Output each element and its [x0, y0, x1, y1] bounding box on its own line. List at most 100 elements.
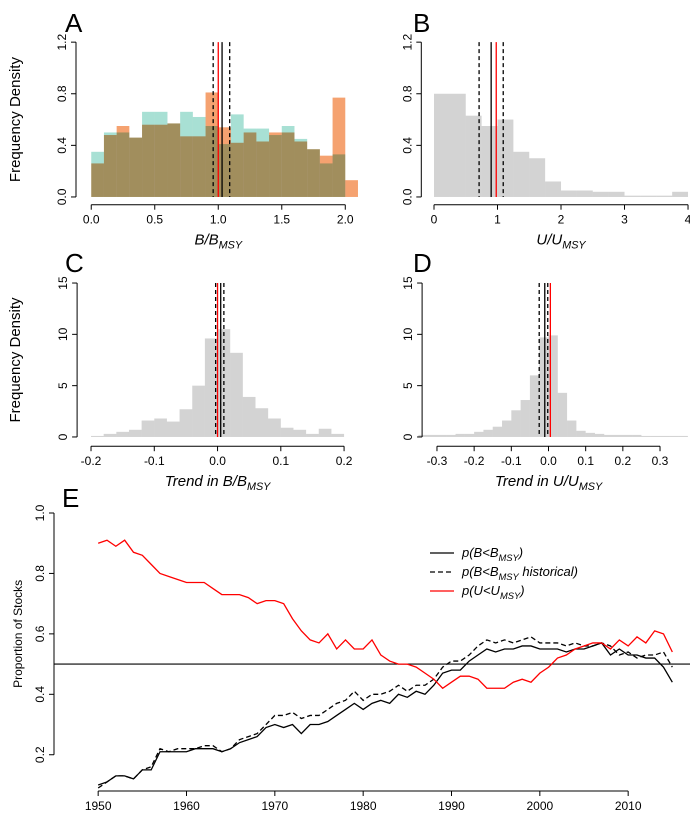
histogram-bar — [319, 155, 333, 197]
histogram-bar — [632, 434, 642, 437]
x-tick-label: 1960 — [173, 799, 200, 813]
x-tick-label: 2.0 — [337, 213, 354, 227]
histogram-bar — [557, 392, 568, 437]
histogram-bar — [116, 126, 130, 197]
panel-letter: E — [62, 483, 79, 513]
y-axis-title: Frequency Density — [7, 57, 24, 183]
x-tick-label: -0.2 — [81, 454, 102, 468]
subscript: MSY — [219, 240, 243, 252]
histogram-bar — [142, 124, 155, 197]
histogram-bar — [608, 191, 625, 197]
y-tick-label: 10 — [56, 327, 70, 341]
x-tick-label: 0.1 — [272, 454, 289, 468]
histogram-bar — [497, 119, 514, 197]
x-tick-label: -0.1 — [501, 454, 522, 468]
x-tick-label: 0.0 — [83, 213, 100, 227]
x-tick-label: 0.5 — [146, 213, 163, 227]
histogram-bar — [449, 93, 466, 197]
label-part: U/U — [536, 232, 562, 249]
y-tick-label: 1.0 — [33, 504, 47, 521]
x-axis-title: Trend in U/UMSY — [495, 473, 603, 493]
x-tick-label: 0 — [431, 213, 438, 227]
histogram-bar — [672, 191, 689, 197]
histogram-bar — [306, 433, 319, 437]
data-line — [97, 636, 673, 789]
y-tick-label: 10 — [401, 327, 415, 341]
x-tick-label: 0.1 — [577, 454, 594, 468]
label-part: ) — [518, 583, 524, 598]
x-axis-title: B/BMSY — [194, 232, 242, 252]
histogram-bar — [243, 132, 257, 197]
histogram-bar — [455, 433, 465, 437]
y-tick-label: 0.4 — [33, 686, 47, 703]
histogram-bar — [464, 433, 475, 437]
subscript: MSY — [579, 481, 603, 493]
histogram-bar — [650, 435, 661, 437]
x-tick-label: 3 — [621, 213, 628, 227]
histogram-bar — [576, 430, 586, 437]
x-tick-label: 0.2 — [336, 454, 353, 468]
subscript: MSY — [499, 572, 520, 582]
legend-label: p(B<BMSY historical) — [461, 564, 578, 582]
histogram-bar — [585, 432, 595, 437]
label-part: ) — [517, 545, 523, 560]
histogram-bar — [474, 431, 484, 437]
histogram-bar — [624, 195, 641, 197]
histogram-bar — [269, 132, 282, 197]
x-tick-label: 1990 — [438, 799, 465, 813]
histogram-bar — [427, 434, 437, 437]
histogram-bar — [465, 115, 482, 197]
y-tick-label: 0.8 — [400, 85, 414, 102]
histogram-bar — [613, 434, 623, 437]
y-tick-label: 15 — [401, 276, 415, 290]
histogram-bar — [103, 135, 117, 197]
panel-letter: B — [413, 8, 430, 38]
histogram-bar — [103, 433, 117, 437]
histogram-bar — [678, 435, 688, 437]
label-part: Trend in U/U — [495, 473, 579, 490]
histogram-bar — [640, 195, 657, 197]
histogram-bar — [529, 375, 540, 437]
y-tick-label: 5 — [401, 382, 415, 389]
panel-letter: C — [65, 248, 84, 278]
legend-label: p(B<BMSY) — [461, 545, 523, 563]
histogram-bar — [660, 435, 670, 437]
histogram-bar — [205, 92, 219, 197]
histogram-bar — [154, 418, 167, 437]
subscript: MSY — [500, 591, 521, 601]
histogram-bar — [280, 427, 294, 437]
histogram-bar — [567, 420, 577, 437]
histogram-bar — [502, 420, 512, 437]
histogram-bar — [446, 434, 456, 437]
histogram-bar — [436, 434, 447, 437]
histogram-bar — [418, 434, 428, 437]
histogram-bar — [539, 337, 549, 437]
histogram-bar — [129, 137, 143, 197]
histogram-bar — [622, 434, 633, 437]
histogram-bar — [167, 123, 181, 197]
y-tick-label: 1.2 — [400, 33, 414, 50]
panel-letter: A — [65, 8, 83, 38]
y-tick-label: 0.8 — [33, 565, 47, 582]
histogram-bar — [545, 181, 562, 197]
label-part: historical) — [519, 564, 578, 579]
histogram-bar — [166, 421, 180, 437]
histogram-bar — [604, 434, 614, 437]
histogram-bar — [293, 429, 307, 437]
x-tick-label: 1950 — [85, 799, 112, 813]
histogram-bar — [641, 435, 651, 437]
histogram-bar — [669, 435, 679, 437]
histogram-bar — [561, 190, 577, 197]
histogram-bar — [180, 136, 193, 197]
histogram-bar — [204, 338, 218, 437]
histogram-bar — [307, 149, 320, 197]
x-tick-label: 1.0 — [210, 213, 227, 227]
x-tick-label: 1.5 — [273, 213, 290, 227]
x-tick-label: -0.2 — [464, 454, 485, 468]
histogram-bar — [230, 142, 244, 197]
histogram-bar — [513, 151, 530, 197]
panel-letter: D — [413, 248, 432, 278]
histogram-bar — [483, 429, 493, 437]
histogram-bar — [332, 97, 346, 197]
histogram-bar — [91, 435, 104, 437]
